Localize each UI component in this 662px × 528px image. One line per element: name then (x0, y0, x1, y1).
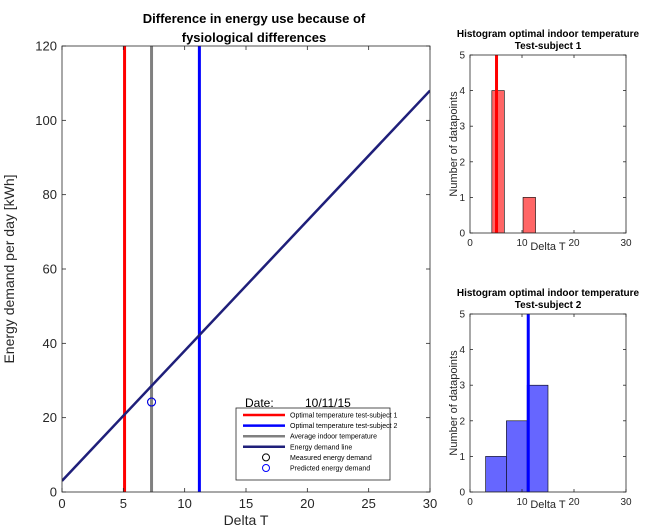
y-tick-label: 2 (459, 416, 465, 427)
legend-entry-label: Average indoor temperature (290, 434, 377, 441)
y-axis-label: Energy demand per day [kWh] (1, 174, 17, 363)
x-tick-label: 5 (120, 496, 127, 511)
histogram-bar (522, 197, 536, 233)
histogram-bar (485, 456, 507, 492)
x-tick-label: 25 (361, 496, 375, 511)
chart-main: 0 5 10 15 20 25 30 0 20 40 60 80 100 120 Delta T Energy… (1, 11, 437, 528)
y-tick-label: 4 (459, 345, 465, 356)
y-tick-label: 60 (43, 262, 57, 277)
legend-entry-label: Optimal temperature test-subject 2 (290, 423, 397, 430)
y-tick-label: 3 (459, 122, 465, 133)
y-tick-label: 40 (43, 336, 57, 351)
chart-title: Histogram optimal indoor temperature (457, 29, 640, 40)
series-line (62, 89, 430, 482)
chart-title: Test-subject 1 (515, 41, 582, 52)
chart-title: Test-subject 2 (515, 300, 582, 311)
chart-hist2: 0 10 20 30 0 1 2 3 4 5 Delta T Number of datapoints… (448, 288, 640, 511)
x-tick-label: 20 (568, 238, 580, 249)
chart-title: fysiological differences (182, 30, 327, 45)
legend-box (235, 407, 391, 481)
y-tick-label: 120 (35, 39, 57, 54)
chart-title: Histogram optimal indoor temperature (457, 288, 640, 299)
legend-entry-label: Energy demand line (290, 444, 352, 451)
x-tick-label: 0 (58, 496, 65, 511)
date-value: 10/11/15 (305, 396, 351, 410)
y-tick-label: 5 (459, 310, 465, 321)
y-tick-label: 0 (459, 229, 465, 240)
data-point-marker (147, 397, 157, 407)
axes-box (469, 54, 627, 234)
y-axis-label: Number of datapoints (448, 91, 460, 197)
y-tick-label: 2 (459, 157, 465, 168)
y-tick-label: 80 (43, 187, 57, 202)
y-tick-label: 100 (35, 113, 57, 128)
legend-entry-label: Predicted energy demand (290, 466, 370, 473)
x-tick-label: 10 (177, 496, 191, 511)
legend-marker (262, 464, 270, 472)
y-tick-label: 0 (50, 485, 57, 500)
y-tick-label: 0 (459, 488, 465, 499)
x-tick-label: 0 (467, 497, 473, 508)
plot-marks (485, 314, 549, 492)
x-tick-label: 30 (620, 497, 632, 508)
legend-marker (262, 453, 270, 462)
x-tick-label: 30 (423, 496, 437, 511)
x-axis-label: Delta T (530, 499, 566, 511)
x-tick-label: 10 (516, 497, 528, 508)
histogram-bar (491, 90, 505, 233)
y-tick-label: 5 (459, 51, 465, 62)
x-tick-label: 20 (300, 496, 314, 511)
plot-marks (491, 55, 536, 233)
chart-hist1: 0 10 20 30 0 1 2 3 4 5 Delta T Number of datapoints… (448, 29, 640, 253)
x-tick-label: 15 (239, 496, 253, 511)
y-tick-label: 20 (43, 410, 57, 425)
histogram-bar (506, 420, 528, 492)
chart-title: Difference in energy use because of (143, 11, 366, 26)
x-axis-label: Delta T (224, 512, 269, 528)
x-tick-label: 20 (568, 497, 580, 508)
date-label: Date: (245, 396, 274, 410)
legend-entry-label: Measured energy demand (290, 455, 372, 462)
plot-marks (62, 46, 430, 492)
histogram-bar (526, 384, 549, 492)
y-tick-label: 1 (459, 452, 465, 463)
legend-entry-label: Optimal temperature test-subject 1 (290, 413, 397, 420)
y-tick-label: 4 (459, 86, 465, 97)
x-tick-label: 10 (516, 238, 528, 249)
x-axis-label: Delta T (530, 241, 566, 253)
x-tick-label: 30 (620, 238, 632, 249)
y-tick-label: 1 (459, 193, 465, 204)
y-tick-label: 3 (459, 381, 465, 392)
x-tick-label: 0 (467, 238, 473, 249)
axes-box (469, 313, 627, 493)
y-axis-label: Number of datapoints (448, 350, 460, 456)
